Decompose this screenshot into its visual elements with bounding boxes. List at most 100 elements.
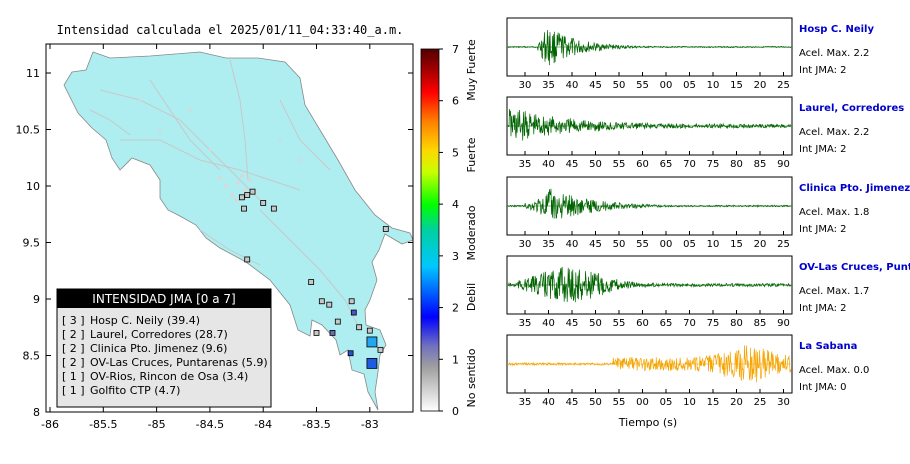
station-marker <box>348 298 355 305</box>
station-marker <box>350 309 357 316</box>
trace-waveform <box>507 188 792 219</box>
station-marker <box>313 329 320 336</box>
lat-tick-label: 8.5 <box>23 350 41 363</box>
trace-int: Int JMA: 2 <box>799 65 847 76</box>
colorbar-tick-label: 3 <box>452 250 459 263</box>
station-marker <box>366 336 378 348</box>
map-legend: INTENSIDAD JMA [0 a 7] [ 3 ] Hosp C. Neil… <box>56 288 272 408</box>
trace-tick-label: 45 <box>566 397 579 408</box>
trace-tick-label: 60 <box>636 159 649 170</box>
trace-tick-label: 30 <box>519 239 532 250</box>
colorbar-tick-label: 1 <box>452 353 459 366</box>
trace-tick-label: 80 <box>730 318 743 329</box>
station-marker <box>244 256 251 263</box>
trace-tick-label: 35 <box>542 80 555 91</box>
lon-tick-label: -85.5 <box>89 418 117 431</box>
station-marker <box>382 226 389 232</box>
trace-panel: 35 40 45 50 55 60 65 70 75 80 85 90 Laurel, Corredor… <box>506 96 904 170</box>
trace-tick-label: 05 <box>683 80 696 91</box>
trace-tick-label: 50 <box>589 159 602 170</box>
trace-tick-label: 10 <box>707 239 720 250</box>
trace-tick-label: 35 <box>519 318 532 329</box>
trace-tick-label: 00 <box>660 239 673 250</box>
trace-station-name: Clinica Pto. Jimenez <box>799 183 910 194</box>
station-marker <box>329 329 336 336</box>
trace-tick-label: 25 <box>777 80 790 91</box>
lon-tick-label: -86 <box>41 418 59 431</box>
trace-tick-label: 40 <box>542 397 555 408</box>
lon-axis: -86 -85.5 -85 -84.5 -84 -83.5 -83 <box>41 44 379 431</box>
lat-tick-label: 8 <box>33 406 40 419</box>
colorbar: 0 1 2 3 4 5 6 7 No sentido Debil Moderado Fuerte Mu… <box>420 39 478 418</box>
trace-int: Int JMA: 0 <box>799 382 847 393</box>
station-marker <box>377 346 384 353</box>
trace-accel: Acel. Max. 1.8 <box>799 207 869 218</box>
colorbar-label: Fuerte <box>465 137 478 172</box>
lat-tick-label: 10 <box>26 180 40 193</box>
trace-tick-label: 35 <box>542 239 555 250</box>
colorbar-label: No sentido <box>465 348 478 407</box>
trace-waveform <box>507 108 792 141</box>
trace-accel: Acel. Max. 2.2 <box>799 48 869 59</box>
trace-tick-label: 15 <box>730 80 743 91</box>
station-marker <box>244 192 251 198</box>
trace-tick-label: 50 <box>613 239 626 250</box>
trace-tick-label: 85 <box>754 318 767 329</box>
trace-tick-label: 00 <box>660 80 673 91</box>
trace-tick-label: 10 <box>683 397 696 408</box>
trace-tick-label: 80 <box>730 159 743 170</box>
trace-tick-label: 65 <box>660 159 673 170</box>
trace-tick-label: 20 <box>730 397 743 408</box>
trace-tick-label: 10 <box>707 80 720 91</box>
lon-tick-label: -84.5 <box>196 418 224 431</box>
legend-item-level: [ 2 ] <box>62 356 85 369</box>
station-marker <box>356 324 363 331</box>
trace-tick-label: 35 <box>519 397 532 408</box>
trace-tick-label: 05 <box>660 397 673 408</box>
lon-tick-label: -83 <box>361 418 379 431</box>
trace-tick-label: 55 <box>613 318 626 329</box>
trace-tick-label: 15 <box>707 397 720 408</box>
station-marker <box>308 279 315 285</box>
trace-tick-label: 00 <box>636 397 649 408</box>
legend-item-level: [ 3 ] <box>62 314 85 327</box>
trace-tick-label: 45 <box>566 159 579 170</box>
trace-tick-label: 25 <box>777 239 790 250</box>
trace-panel: 35 40 45 50 55 00 05 10 15 20 25 30 La Sabana Acel. M… <box>506 334 869 408</box>
colorbar-label: Moderado <box>465 205 478 260</box>
colorbar-tick-label: 2 <box>452 302 459 315</box>
colorbar-tick-label: 0 <box>452 405 459 418</box>
trace-tick-label: 30 <box>519 80 532 91</box>
legend-item-name: Hosp C. Neily (39.4) <box>90 314 200 327</box>
trace-tick-label: 15 <box>730 239 743 250</box>
trace-accel: Acel. Max. 0.0 <box>799 365 869 376</box>
trace-int: Int JMA: 2 <box>799 224 847 235</box>
trace-tick-label: 20 <box>754 239 767 250</box>
trace-tick-label: 25 <box>754 397 767 408</box>
trace-tick-label: 45 <box>589 80 602 91</box>
lat-tick-label: 10.5 <box>16 124 41 137</box>
colorbar-label: Debil <box>465 283 478 311</box>
trace-tick-label: 50 <box>613 80 626 91</box>
colorbar-tick-label: 5 <box>452 146 459 159</box>
trace-accel: Acel. Max. 2.2 <box>799 127 869 138</box>
trace-tick-label: 55 <box>613 397 626 408</box>
legend-item-name: OV-Rios, Rincon de Osa (3.4) <box>90 370 248 383</box>
trace-waveform <box>508 29 792 66</box>
trace-panel: 30 35 40 45 50 55 00 05 10 15 20 25 Hosp C. Neily Ace… <box>506 17 874 91</box>
map-title: Intensidad calculada el 2025/01/11_04:33… <box>57 23 404 37</box>
trace-tick-label: 40 <box>542 318 555 329</box>
legend-item-level: [ 2 ] <box>62 328 85 341</box>
trace-tick-label: 45 <box>566 318 579 329</box>
lon-tick-label: -85 <box>148 418 166 431</box>
legend-item-level: [ 1 ] <box>62 370 85 383</box>
lon-tick-label: -83.5 <box>302 418 330 431</box>
station-marker <box>326 301 333 308</box>
station-marker <box>249 188 256 195</box>
trace-tick-label: 40 <box>542 159 555 170</box>
station-marker <box>238 194 245 201</box>
trace-tick-label: 90 <box>777 159 790 170</box>
lat-axis: 8 8.5 9 9.5 10 10.5 11 <box>16 67 413 419</box>
